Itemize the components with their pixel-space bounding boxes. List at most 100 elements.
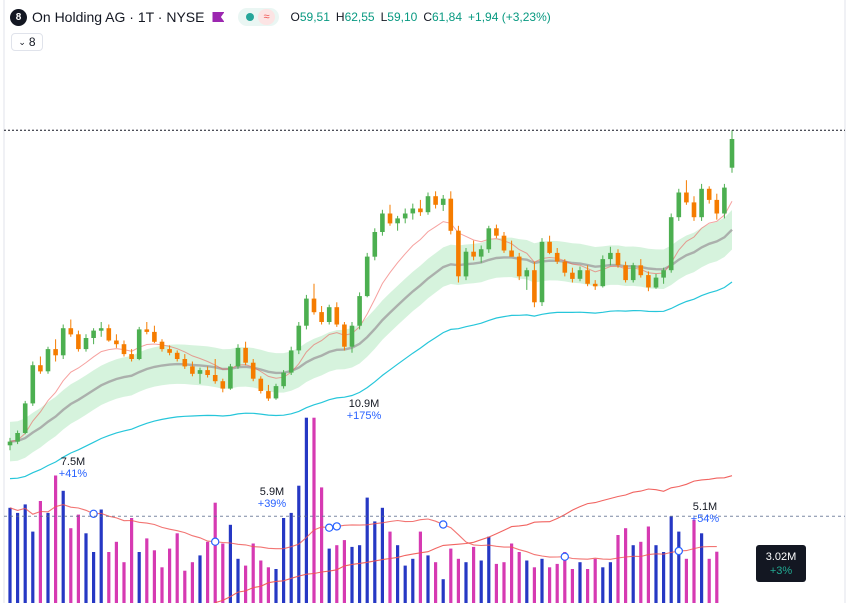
volume-bar <box>388 531 392 603</box>
symbol-title[interactable]: On Holding AG · 1T · NYSE <box>32 9 205 25</box>
candle-body <box>699 188 704 218</box>
volume-bar <box>228 524 232 603</box>
volume-bar <box>616 535 620 603</box>
last-volume-badge: 3.02M +3% <box>756 545 806 582</box>
volume-bar <box>434 562 438 603</box>
volume-marker <box>439 520 448 529</box>
candle-body <box>372 232 378 257</box>
volume-bar <box>31 531 35 603</box>
volume-bar <box>464 562 468 603</box>
volume-bar <box>654 545 658 603</box>
candle-body <box>623 265 628 281</box>
volume-bar <box>373 521 377 603</box>
volume-bar <box>160 567 164 603</box>
candle-body <box>585 270 590 284</box>
volume-bar <box>16 512 20 603</box>
candle-body <box>296 325 302 351</box>
candle-body <box>235 347 241 367</box>
guide-lines <box>4 129 845 517</box>
candle-body <box>91 330 96 338</box>
volume-bar <box>692 519 696 603</box>
volume-bar <box>137 552 141 603</box>
candle-body <box>471 251 476 257</box>
volume-bar <box>441 579 445 603</box>
candle-body <box>7 441 13 446</box>
candle-body <box>433 196 438 205</box>
candle-body <box>38 365 43 372</box>
slow-average-line <box>9 281 733 480</box>
volume-spike-label: 10.9M +175% <box>346 398 382 422</box>
candlesticks <box>7 130 735 451</box>
candle-body <box>494 228 499 236</box>
candle-body <box>729 139 735 168</box>
volume-bar <box>107 552 111 603</box>
candle-body <box>304 298 309 326</box>
candle-body <box>136 329 142 359</box>
volume-bar <box>472 546 476 603</box>
volume-bar <box>639 541 643 603</box>
volume-bar <box>335 545 339 603</box>
candle-body <box>266 391 271 399</box>
volume-bar <box>411 558 415 603</box>
candle-body <box>722 187 727 214</box>
candle-body <box>410 208 416 214</box>
volume-bar <box>715 551 719 603</box>
candle-body <box>486 228 492 250</box>
volume-bar <box>365 497 369 603</box>
candle-body <box>509 250 514 257</box>
candle-body <box>76 334 81 350</box>
volume-bar <box>183 570 187 603</box>
volume-bar <box>145 538 149 603</box>
candle-body <box>349 325 355 347</box>
indicator-count: 8 <box>28 35 36 49</box>
volume-spike-label: 5.9M +39% <box>257 486 287 510</box>
volume-bar <box>563 552 567 603</box>
candle-body <box>463 251 469 277</box>
band-fill <box>10 210 732 462</box>
volume-bar <box>403 565 407 603</box>
ohlc-change: +1,94 (+3,23%) <box>468 10 551 24</box>
candle-body <box>448 198 454 231</box>
volume-bar <box>99 509 103 603</box>
volume-bar <box>213 502 217 603</box>
candle-body <box>691 202 697 218</box>
candle-body <box>524 270 530 277</box>
candle-body <box>228 366 233 389</box>
volume-bar <box>221 543 225 603</box>
candle-body <box>326 307 332 322</box>
flag-icon[interactable] <box>212 12 225 22</box>
volume-bar <box>175 533 179 603</box>
volume-bar <box>122 562 126 603</box>
volume-bar <box>449 548 453 603</box>
candle-body <box>121 344 127 355</box>
candle-body <box>684 192 689 203</box>
volume-bar <box>342 540 346 603</box>
candle-body <box>570 272 575 279</box>
chevron-down-icon: ⌄ <box>18 36 26 47</box>
candle-body <box>53 349 58 356</box>
candle-body <box>167 349 172 353</box>
volume-marker <box>560 552 570 561</box>
indicators-toggle-button[interactable]: ⌄ 8 <box>11 33 43 51</box>
volume-bar <box>426 555 430 603</box>
volume-bar <box>198 555 202 603</box>
volume-marker <box>89 509 98 518</box>
volume-bar <box>380 507 384 603</box>
candle-body <box>478 249 484 257</box>
moving-averages <box>9 201 733 480</box>
candle-body <box>402 213 408 219</box>
volume-bar <box>578 562 582 603</box>
volume-bar <box>608 562 612 603</box>
candle-body <box>456 230 461 277</box>
candle-body <box>45 349 51 372</box>
candle-body <box>516 256 522 277</box>
candle-body <box>174 352 180 359</box>
volume-bar <box>168 548 172 603</box>
session-pill[interactable]: ≈ <box>238 8 279 26</box>
candle-body <box>68 328 74 335</box>
candle-body <box>182 359 188 367</box>
candle-body <box>342 324 347 347</box>
candle-body <box>98 328 104 331</box>
volume-bar <box>259 560 263 603</box>
